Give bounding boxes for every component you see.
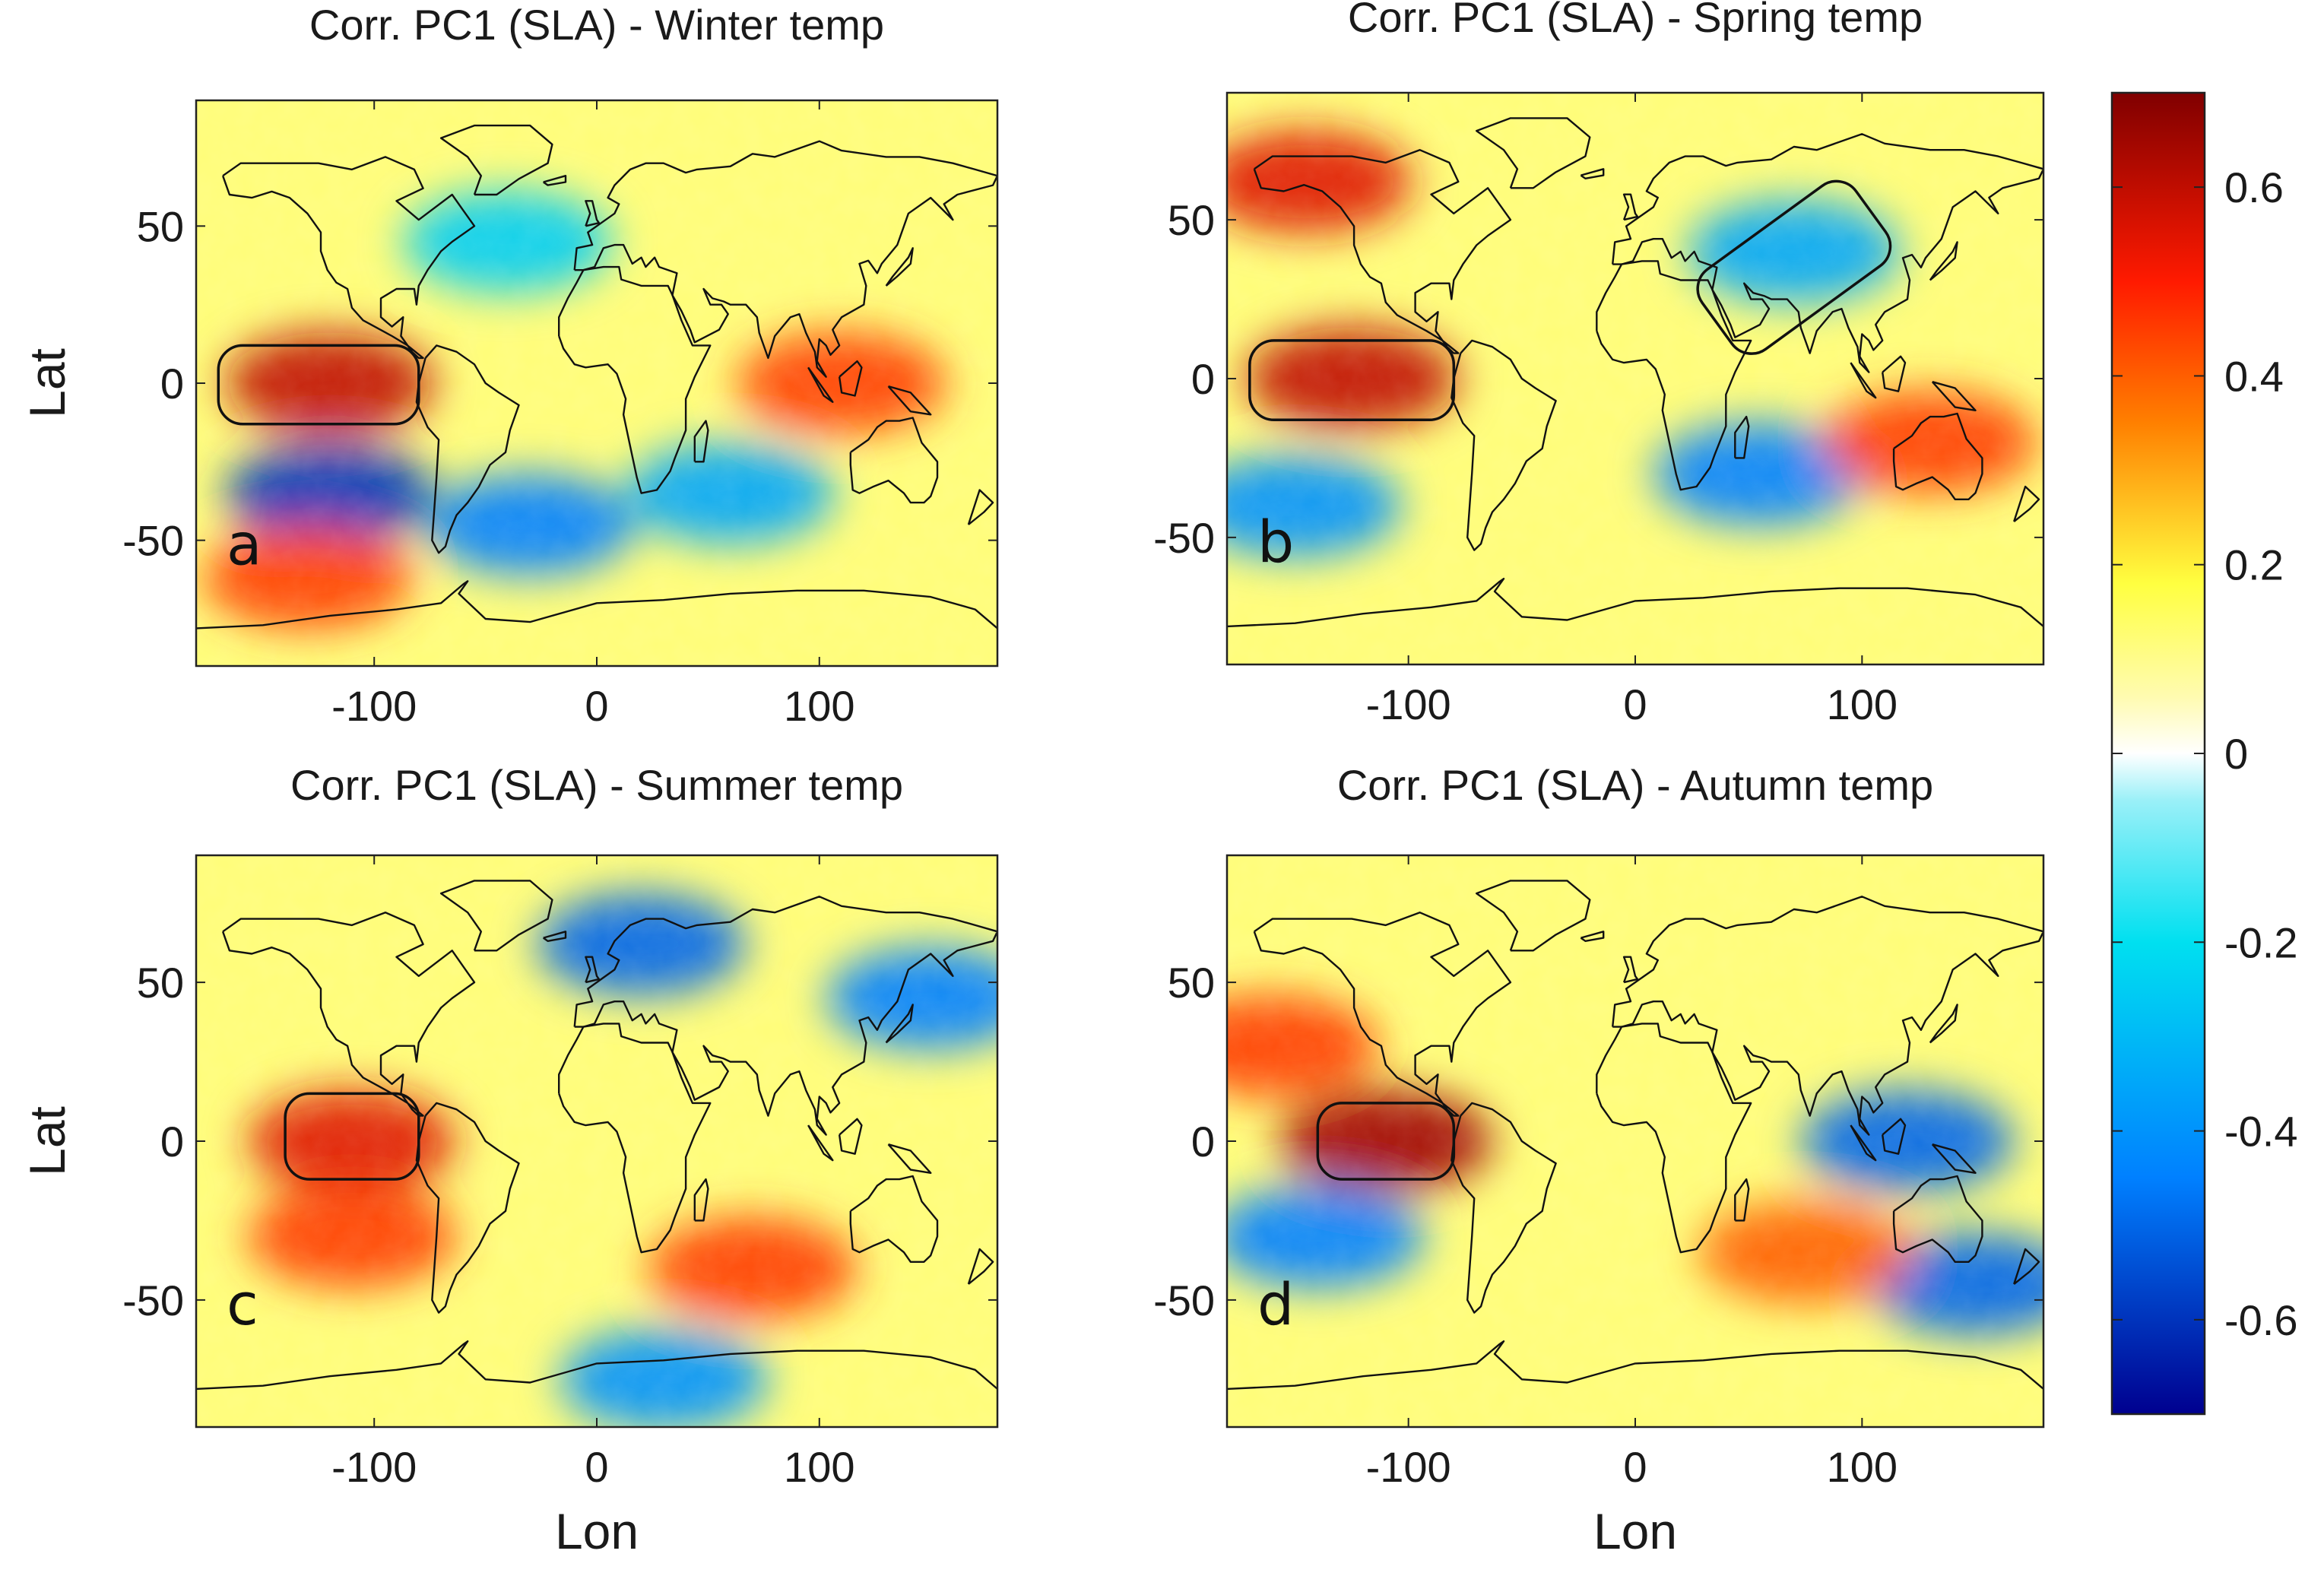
map-panel-b: Corr. PC1 (SLA) - Spring temp -100 0 100 50 0…: [1153, 0, 2045, 728]
colorbar-tick-label: -0.4: [2224, 1108, 2298, 1156]
panel-title: Corr. PC1 (SLA) - Autumn temp: [1337, 761, 1933, 809]
panel-title: Corr. PC1 (SLA) - Winter temp: [309, 1, 884, 49]
x-axis-label: Lon: [555, 1503, 639, 1559]
x-axis-label: Lon: [1593, 1503, 1677, 1559]
x-tick-label: -100: [1366, 1443, 1451, 1491]
coastlines: [196, 880, 997, 1391]
x-tick-label: 100: [1827, 680, 1898, 728]
panel-letter: b: [1257, 508, 1294, 576]
x-tick-label: 0: [585, 682, 608, 730]
y-tick-label: 50: [137, 202, 184, 250]
x-tick-label: 0: [1623, 680, 1647, 728]
coastlines: [196, 124, 997, 630]
colorbar-tick-label: -0.6: [2224, 1296, 2298, 1344]
map-panel-a: Corr. PC1 (SLA) - Winter temp -100 0 100 50 0…: [19, 1, 999, 730]
colorbar-tick-label: 0.6: [2224, 163, 2284, 211]
colorbar-tick-label: 0.2: [2224, 541, 2284, 589]
highlight-box: [217, 344, 420, 426]
highlight-box: [1696, 179, 1892, 355]
y-axis-label: Lat: [19, 348, 75, 418]
y-tick-label: 50: [1168, 959, 1215, 1007]
x-tick-label: 100: [784, 682, 854, 730]
y-tick-label: 0: [160, 1118, 184, 1165]
map-panel-c: Corr. PC1 (SLA) - Summer temp -100 0 100 50 0…: [19, 761, 999, 1559]
y-tick-label: -50: [1153, 514, 1215, 562]
colorbar-gradient: [2110, 91, 2206, 1416]
coastlines: [1227, 880, 2043, 1391]
panel-title: Corr. PC1 (SLA) - Summer temp: [290, 761, 903, 809]
y-tick-label: -50: [1153, 1276, 1215, 1324]
y-tick-label: 0: [1191, 1118, 1215, 1165]
x-tick-label: 0: [1623, 1443, 1647, 1491]
panel-letter: a: [227, 511, 262, 579]
x-tick-label: 100: [784, 1443, 854, 1491]
colorbar-tick-label: -0.2: [2224, 918, 2298, 966]
highlight-box: [1248, 339, 1456, 422]
correlation-field-c: [196, 855, 997, 1427]
x-tick-label: 0: [585, 1443, 608, 1491]
y-tick-label: 50: [1168, 196, 1215, 244]
y-tick-label: 0: [1191, 355, 1215, 403]
map-panel-d: Corr. PC1 (SLA) - Autumn temp -100 0 100 50 0…: [1153, 761, 2045, 1559]
colorbar-tick-label: 0: [2224, 730, 2248, 778]
y-tick-label: 50: [137, 959, 184, 1007]
y-tick-label: 0: [160, 360, 184, 408]
highlight-box: [1316, 1102, 1456, 1181]
y-axis-label: Lat: [19, 1106, 75, 1176]
correlation-field-b: [1227, 93, 2043, 664]
panel-letter: d: [1257, 1270, 1294, 1338]
colorbar: 0.6 0.4 0.2 0 -0.2 -0.4 -0.6: [2110, 91, 2298, 1416]
colorbar-tick-label: 0.4: [2224, 352, 2284, 400]
highlight-box: [284, 1092, 420, 1181]
correlation-field-d: [1227, 855, 2043, 1427]
x-tick-label: -100: [331, 1443, 417, 1491]
x-tick-label: -100: [331, 682, 417, 730]
panel-letter: c: [227, 1270, 258, 1338]
correlation-field-a: [196, 100, 997, 666]
panel-title: Corr. PC1 (SLA) - Spring temp: [1348, 0, 1923, 41]
coastlines: [1227, 117, 2043, 628]
x-tick-label: 100: [1827, 1443, 1898, 1491]
y-tick-label: -50: [122, 517, 184, 565]
y-tick-label: -50: [122, 1276, 184, 1324]
x-tick-label: -100: [1366, 680, 1451, 728]
